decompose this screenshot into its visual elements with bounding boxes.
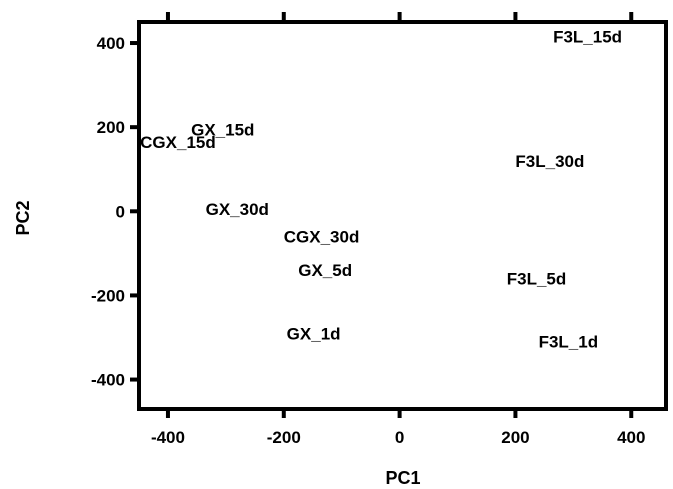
x-tick-label: -400	[151, 428, 185, 447]
x-tick-label: 200	[501, 428, 529, 447]
data-point-label: F3L_1d	[539, 333, 599, 352]
x-tick-label: 400	[617, 428, 645, 447]
data-point-label: F3L_30d	[515, 152, 584, 171]
plot-frame	[137, 20, 668, 411]
y-axis-title: PC2	[13, 200, 33, 235]
y-tick-label: 0	[116, 202, 125, 221]
data-point-label: CGX_15d	[140, 133, 216, 152]
y-tick-label: -200	[91, 286, 125, 305]
plot-border	[137, 20, 668, 411]
x-tick-label: -200	[267, 428, 301, 447]
data-point-label: CGX_30d	[284, 228, 360, 247]
data-point-label: F3L_5d	[507, 270, 567, 289]
x-axis-title: PC1	[385, 468, 420, 488]
axis-ticks: -400 -200 0 200 400 -400 -200 0 200 400	[91, 12, 645, 447]
y-tick-label: 400	[97, 34, 125, 53]
data-point-label: GX_30d	[206, 200, 269, 219]
y-tick-label: -400	[91, 371, 125, 390]
x-tick-label: 0	[395, 428, 404, 447]
data-point-label: GX_1d	[287, 324, 341, 343]
data-point-label: GX_15d	[191, 120, 254, 139]
y-tick-label: 200	[97, 118, 125, 137]
data-point-label: F3L_15d	[553, 28, 622, 47]
data-point-label: GX_5d	[298, 261, 352, 280]
